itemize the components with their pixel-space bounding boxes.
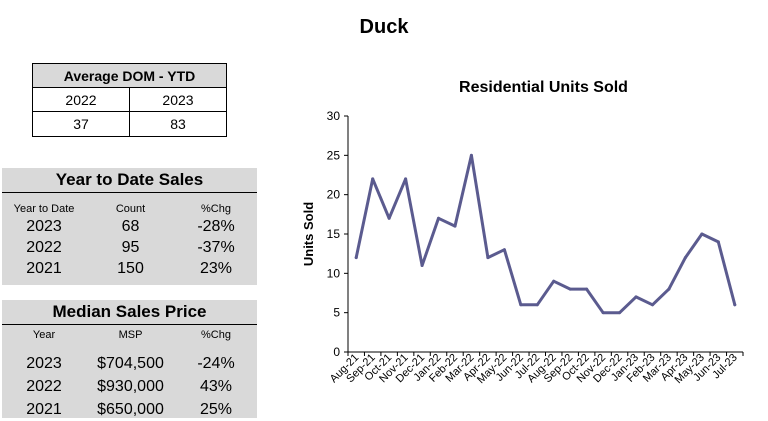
data-point: [437, 216, 441, 220]
data-point: [486, 256, 490, 260]
ytd-row: 2023 68 -28%: [2, 216, 257, 237]
y-tick-label: 5: [333, 306, 340, 320]
y-tick-label: 20: [327, 188, 341, 202]
data-point: [371, 177, 375, 181]
y-tick-label: 10: [327, 266, 341, 280]
y-tick-label: 0: [333, 345, 340, 359]
ytd-header-count: Count: [115, 203, 146, 215]
median-sales-price-box: Median Sales Price Year MSP %Chg 2023 $7…: [2, 300, 257, 418]
msp-chg: -24%: [197, 355, 235, 372]
data-point: [650, 303, 654, 307]
average-dom-table: Average DOM - YTD 2022 2023 37 83: [32, 63, 228, 137]
msp-price: $704,500: [97, 355, 164, 372]
ytd-chg: -28%: [197, 218, 235, 235]
y-tick-label: 25: [327, 148, 341, 162]
data-point: [535, 303, 539, 307]
ytd-sales-header-row: Year to Date Count %Chg: [2, 202, 257, 216]
ytd-sales-box: Year to Date Sales Year to Date Count %C…: [2, 168, 257, 285]
msp-row: 2021 $650,000 25%: [2, 398, 257, 421]
data-point: [354, 256, 358, 260]
ytd-count: 150: [117, 260, 144, 277]
data-point: [601, 311, 605, 315]
msp-year: 2022: [26, 378, 62, 395]
msp-header-msp: MSP: [118, 329, 143, 341]
data-point: [634, 295, 638, 299]
data-point: [667, 287, 671, 291]
ytd-row: 2022 95 -37%: [2, 237, 257, 258]
data-point: [420, 263, 424, 267]
data-point: [683, 256, 687, 260]
data-point: [519, 303, 523, 307]
data-point: [700, 232, 704, 236]
ytd-year: 2022: [26, 239, 62, 256]
units-sold-chart: Residential Units Sold051015202530Aug-21…: [301, 79, 744, 386]
ytd-sales-title: Year to Date Sales: [2, 168, 257, 193]
ytd-header-year: Year to Date: [13, 203, 75, 215]
dom-value-2022: 37: [32, 111, 130, 137]
data-point: [568, 287, 572, 291]
data-point: [387, 216, 391, 220]
ytd-year: 2023: [26, 218, 62, 235]
data-point: [716, 240, 720, 244]
msp-chg: 43%: [199, 378, 233, 395]
msp-chg: 25%: [199, 401, 233, 418]
data-point: [618, 311, 622, 315]
dom-year-2023: 2023: [128, 87, 228, 112]
chart-title: Residential Units Sold: [459, 79, 628, 96]
ytd-count: 68: [121, 218, 140, 235]
msp-year: 2023: [26, 355, 62, 372]
ytd-count: 95: [121, 239, 140, 256]
data-point: [552, 279, 556, 283]
data-point: [404, 177, 408, 181]
y-tick-label: 30: [327, 109, 341, 123]
msp-title: Median Sales Price: [2, 300, 257, 325]
data-point: [733, 303, 737, 307]
data-point: [502, 248, 506, 252]
data-point: [585, 287, 589, 291]
y-tick-label: 15: [327, 227, 341, 241]
dom-year-2022: 2022: [32, 87, 130, 112]
ytd-header-chg: %Chg: [201, 203, 231, 215]
msp-price: $650,000: [97, 401, 164, 418]
series-line: [354, 153, 737, 315]
y-axis-label: Units Sold: [301, 202, 316, 266]
msp-header-year: Year: [32, 329, 56, 341]
dom-value-2023: 83: [128, 111, 228, 137]
msp-header-row: Year MSP %Chg: [2, 328, 257, 342]
page-title: Duck: [359, 16, 409, 38]
data-point: [453, 224, 457, 228]
ytd-year: 2021: [26, 260, 62, 277]
data-point: [469, 153, 473, 157]
msp-header-chg: %Chg: [201, 329, 231, 341]
ytd-chg: 23%: [199, 260, 233, 277]
msp-row: 2023 $704,500 -24%: [2, 352, 257, 375]
msp-year: 2021: [26, 401, 62, 418]
msp-row: 2022 $930,000 43%: [2, 375, 257, 398]
msp-price: $930,000: [97, 378, 164, 395]
dom-table-title: Average DOM - YTD: [32, 63, 227, 88]
ytd-chg: -37%: [197, 239, 235, 256]
ytd-row: 2021 150 23%: [2, 258, 257, 279]
